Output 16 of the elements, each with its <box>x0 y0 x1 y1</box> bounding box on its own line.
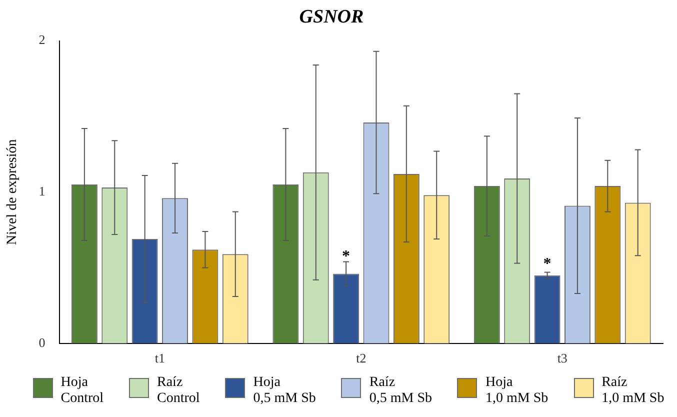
x-tick-label: t2 <box>356 350 366 366</box>
legend-label: Hoja 1,0 mM Sb <box>485 375 548 407</box>
y-axis-title: Nivel de expresión <box>5 139 20 245</box>
legend-label: Raíz 1,0 mM Sb <box>602 375 664 407</box>
y-tick-label: 2 <box>38 32 46 48</box>
x-tick-label: t3 <box>557 350 568 366</box>
legend-label: Raíz Control <box>157 375 200 407</box>
annotation: * <box>543 255 552 272</box>
chart-title: GSNOR <box>299 6 364 28</box>
y-tick-label: 0 <box>38 334 46 350</box>
y-tick-label: 1 <box>38 184 46 199</box>
legend-label: Hoja 0,5 mM Sb <box>253 375 316 407</box>
legend-label: Hoja Control <box>60 375 104 407</box>
x-tick-label: t1 <box>154 350 165 366</box>
legend-label: Raíz 0,5 mM Sb <box>369 375 432 407</box>
annotation: * <box>342 248 350 265</box>
